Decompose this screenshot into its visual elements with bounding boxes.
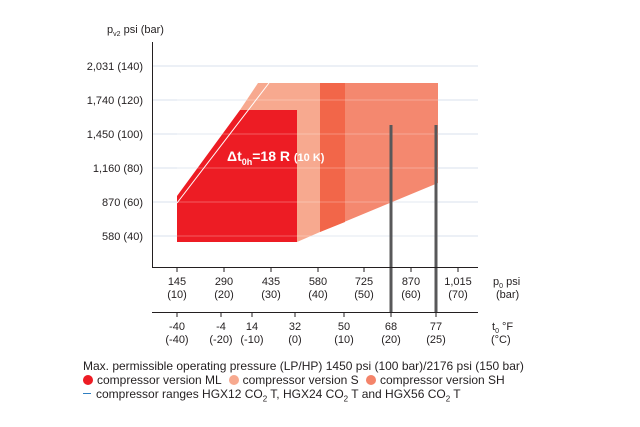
svg-text:(20): (20) <box>214 289 234 301</box>
svg-text:68: 68 <box>385 321 397 333</box>
svg-text:(0): (0) <box>288 334 301 346</box>
sh-dot-icon <box>366 375 376 385</box>
range-dash-icon <box>83 392 91 394</box>
x-axis-title-temperature: t0 °F <box>492 321 513 335</box>
svg-text:870 (60): 870 (60) <box>102 197 143 209</box>
svg-text:580 (40): 580 (40) <box>102 231 143 243</box>
svg-text:145: 145 <box>168 276 186 288</box>
grid-overlay <box>177 99 438 237</box>
svg-text:580: 580 <box>309 276 327 288</box>
svg-text:(30): (30) <box>261 289 281 301</box>
svg-text:1,450 (100): 1,450 (100) <box>87 129 143 141</box>
svg-text:870: 870 <box>402 276 420 288</box>
legend-series: compressor version ML compressor version… <box>83 373 524 387</box>
y-tick-labels: 2,031 (140) 1,740 (120) 1,450 (100) 1,16… <box>87 61 143 243</box>
svg-text:32: 32 <box>289 321 301 333</box>
x-axis-title-pressure-unit: (bar) <box>496 289 519 301</box>
ml-dot-icon <box>83 375 93 385</box>
svg-text:725: 725 <box>355 276 373 288</box>
y-axis-title: pv2 psi (bar) <box>107 24 164 38</box>
svg-text:(70): (70) <box>448 289 468 301</box>
svg-text:2,031 (140): 2,031 (140) <box>87 61 143 73</box>
svg-text:-4: -4 <box>216 321 226 333</box>
x-ticks-temperature <box>176 312 437 317</box>
svg-text:(-10): (-10) <box>240 334 263 346</box>
svg-text:-40: -40 <box>169 321 185 333</box>
svg-text:(-40): (-40) <box>165 334 188 346</box>
svg-text:(10): (10) <box>167 289 187 301</box>
area-version-sh <box>320 83 438 232</box>
svg-text:14: 14 <box>246 321 258 333</box>
x-ticks-pressure <box>176 267 459 272</box>
legend-item-s: compressor version S <box>242 373 359 387</box>
svg-text:(25): (25) <box>426 334 446 346</box>
svg-text:1,015: 1,015 <box>444 276 472 288</box>
s-dot-icon <box>228 375 239 385</box>
svg-text:(60): (60) <box>401 289 421 301</box>
area-overlap-band <box>320 83 345 232</box>
legend-ranges: compressor ranges HGX12 CO2 T, HGX24 CO2… <box>83 387 524 406</box>
x-axis-title-pressure: p0 psi <box>493 276 520 290</box>
svg-text:1,160 (80): 1,160 (80) <box>93 163 143 175</box>
svg-text:(50): (50) <box>354 289 374 301</box>
superheat-limit-line <box>176 82 270 204</box>
legend: Max. permissible operating pressure (LP/… <box>83 359 524 406</box>
legend-note: Max. permissible operating pressure (LP/… <box>83 359 524 373</box>
x-tick-labels-temperature: -40 (-40) -4 (-20) 14 (-10) 32 (0) 50 (1… <box>165 321 445 346</box>
legend-item-ml: compressor version ML <box>97 373 222 387</box>
svg-text:(20): (20) <box>381 334 401 346</box>
legend-item-sh: compressor version SH <box>380 373 505 387</box>
svg-text:(-20): (-20) <box>209 334 232 346</box>
svg-text:435: 435 <box>262 276 280 288</box>
x-tick-labels-pressure: 145 (10) 290 (20) 435 (30) 580 (40) 725 … <box>167 276 472 301</box>
x-axis-title-temperature-unit: (°C) <box>491 334 511 346</box>
svg-text:290: 290 <box>215 276 233 288</box>
svg-text:(40): (40) <box>308 289 328 301</box>
superheat-annotation: Δt0h=18 R (10 K) <box>227 148 325 167</box>
svg-text:(10): (10) <box>334 334 354 346</box>
area-version-ml <box>177 110 297 242</box>
svg-text:50: 50 <box>338 321 350 333</box>
svg-text:1,740 (120): 1,740 (120) <box>87 95 143 107</box>
svg-text:77: 77 <box>430 321 442 333</box>
